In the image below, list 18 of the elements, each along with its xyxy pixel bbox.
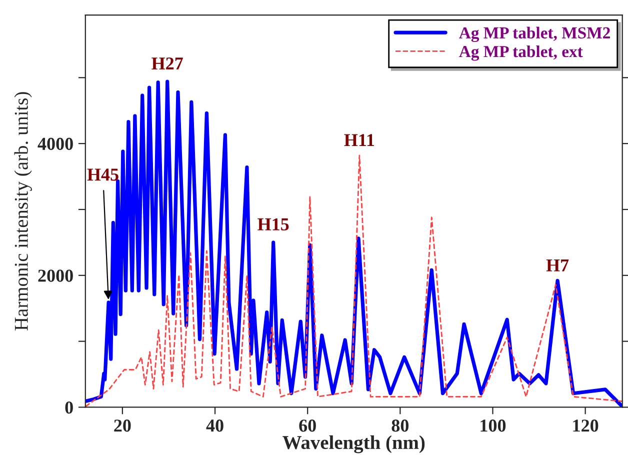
annotation: H15 (258, 218, 289, 230)
x-tick-label: 100 (480, 420, 506, 432)
y-tick-label: 4000 (38, 138, 73, 150)
annotation: H27 (152, 57, 183, 70)
x-tick-label: 40 (206, 420, 224, 432)
annotation: H11 (344, 134, 374, 146)
y-tick-label: 2000 (38, 270, 73, 282)
y-tick-label: 0 (65, 401, 73, 414)
x-tick-label: 120 (573, 420, 598, 432)
x-tick-label: 20 (114, 420, 131, 432)
x-axis-title: Wavelength (nm) (282, 435, 425, 454)
legend-label: Ag MP tablet, MSM2 (459, 26, 610, 42)
annotation: H7 (546, 259, 569, 272)
x-tick-label: 80 (392, 420, 409, 432)
legend-label: Ag MP tablet, ext (459, 45, 583, 61)
x-tick-label: 60 (299, 420, 316, 432)
y-axis-title: Harmonic intensity (arb. units) (14, 92, 32, 330)
annotation: H45 (87, 168, 118, 181)
